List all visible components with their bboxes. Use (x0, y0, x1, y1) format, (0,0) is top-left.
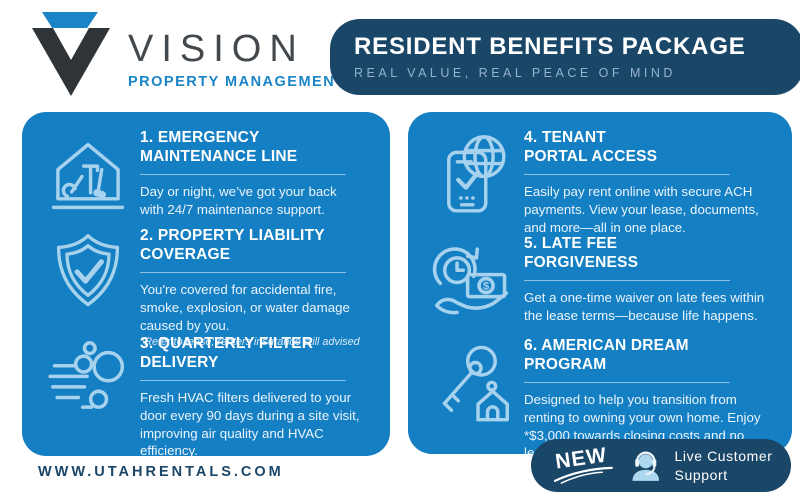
benefit-body: You're covered for accidental fire, smok… (140, 282, 350, 333)
benefit-title: 4. TENANT PORTAL ACCESS (524, 129, 658, 165)
benefit-item-5: $ 5. LATE FEE FORGIVENESS Get a one-time… (420, 232, 782, 326)
house-tools-icon (36, 126, 140, 220)
benefit-item-3: 3. QUARTERLY FILTER DELIVERY Fresh HVAC … (36, 332, 380, 460)
vision-logo-icon (32, 12, 110, 96)
benefit-title: 5. LATE FEE FORGIVENESS (524, 235, 639, 271)
badge-label: Live Customer Support (674, 448, 773, 483)
clock-money-hand-icon: $ (420, 232, 524, 326)
website-link[interactable]: WWW.UTAHRENTALS.COM (38, 464, 284, 480)
benefits-panel-left: 1. EMERGENCY MAINTENANCE LINE Day or nig… (22, 112, 390, 458)
swoosh-underline-icon (553, 466, 613, 484)
phone-globe-icon (420, 126, 524, 220)
benefit-item-2: 2. PROPERTY LIABILITY COVERAGE You're co… (36, 224, 380, 350)
title-divider (140, 271, 346, 274)
header-banner: RESIDENT BENEFITS PACKAGE REAL VALUE, RE… (330, 19, 800, 95)
benefit-body: Designed to help you transition from ren… (524, 392, 761, 460)
banner-title: RESIDENT BENEFITS PACKAGE (354, 32, 746, 60)
title-divider (140, 173, 346, 176)
headset-agent-icon (632, 451, 660, 481)
benefit-title: 1. EMERGENCY MAINTENANCE LINE (140, 129, 298, 165)
benefit-item-4: 4. TENANT PORTAL ACCESS Easily pay rent … (420, 126, 782, 236)
keys-house-icon (420, 334, 524, 428)
brand-name: VISION (128, 28, 305, 70)
title-divider (524, 173, 730, 176)
title-divider (140, 379, 346, 382)
air-flow-icon (36, 332, 140, 426)
benefit-body: Fresh HVAC filters delivered to your doo… (140, 390, 360, 459)
shield-check-icon (36, 224, 140, 318)
benefit-item-6: 6. AMERICAN DREAM PROGRAM Designed to he… (420, 334, 782, 462)
benefit-body: Day or night, we’ve got your back with 2… (140, 184, 337, 217)
benefit-note: *Refer to lease; renters insurance still… (140, 336, 360, 349)
benefit-title: 2. PROPERTY LIABILITY COVERAGE (140, 227, 325, 263)
live-support-badge: NEW Live Customer Support (531, 439, 791, 492)
benefits-panel-right: 4. TENANT PORTAL ACCESS Easily pay rent … (408, 112, 792, 460)
svg-text:$: $ (483, 281, 490, 293)
title-divider (524, 279, 730, 282)
benefit-title: 6. AMERICAN DREAM PROGRAM (524, 337, 689, 373)
banner-subtitle: REAL VALUE, REAL PEACE OF MIND (354, 66, 676, 81)
benefit-item-1: 1. EMERGENCY MAINTENANCE LINE Day or nig… (36, 126, 380, 220)
benefit-body: Easily pay rent online with secure ACH p… (524, 184, 759, 235)
brand-logo: VISION PROPERTY MANAGEMENT (28, 4, 346, 100)
new-flag: NEW (549, 444, 615, 485)
brand-tagline: PROPERTY MANAGEMENT (128, 74, 346, 90)
title-divider (524, 381, 730, 384)
benefit-title: 3. QUARTERLY FILTER DELIVERY (140, 335, 314, 371)
benefit-body: Get a one-time waiver on late fees withi… (524, 290, 765, 323)
